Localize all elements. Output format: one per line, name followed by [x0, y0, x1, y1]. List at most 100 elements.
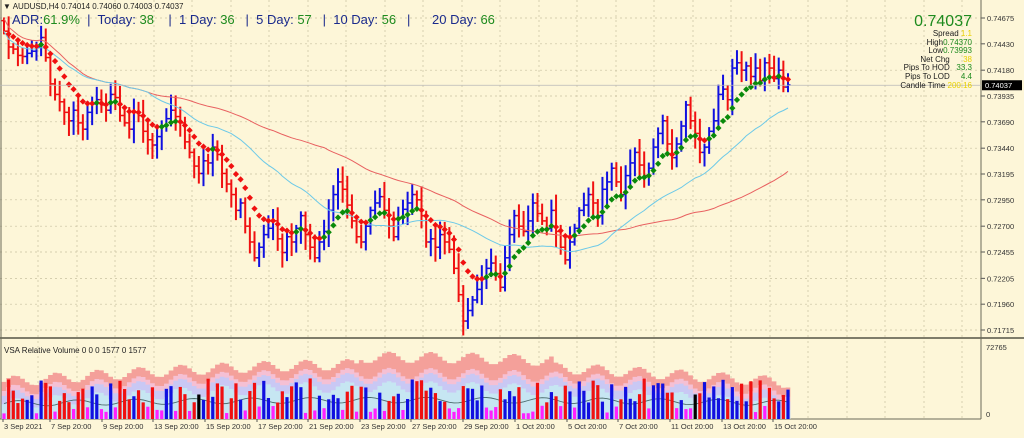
volume-bar	[591, 380, 595, 419]
ohlc-bar	[354, 215, 360, 244]
medium-moving-average	[3, 30, 789, 253]
ohlc-bar	[715, 84, 721, 128]
ohlc-bar	[205, 153, 211, 175]
volume-bar	[345, 391, 349, 419]
volume-bar	[698, 393, 702, 419]
time-axis-label: 1 Oct 20:00	[516, 422, 555, 431]
volume-bar	[308, 378, 312, 419]
volume-bar	[480, 385, 484, 419]
time-axis-label: 15 Oct 20:00	[774, 422, 817, 431]
volume-bar	[178, 386, 182, 419]
volume-bar	[104, 411, 108, 419]
ohlc-bar	[743, 61, 749, 81]
volume-bar	[322, 408, 326, 419]
volume-bar	[109, 383, 113, 419]
volume-bar	[661, 383, 665, 419]
volume-bar	[628, 398, 632, 419]
ohlc-bar	[432, 226, 438, 262]
ohlc-bar	[6, 16, 12, 60]
volume-bar	[331, 394, 335, 419]
volume-bar	[763, 405, 767, 419]
time-axis-label: 17 Sep 20:00	[258, 422, 303, 431]
volume-bar	[11, 390, 15, 419]
volume-bar	[554, 396, 558, 419]
ohlc-bar	[748, 57, 754, 88]
volume-bar	[744, 401, 748, 419]
volume-bar	[726, 399, 730, 419]
volume-bar	[39, 380, 43, 419]
ohlc-bar	[553, 194, 559, 248]
volume-indicator-title: VSA Relative Volume 0 0 0 1577 0 1577	[4, 346, 147, 355]
volume-bar	[758, 380, 762, 419]
ohlc-bar	[15, 38, 21, 67]
adr-value: 61.9%	[43, 12, 80, 27]
time-axis-label: 9 Sep 20:00	[103, 422, 143, 431]
volume-bar	[675, 408, 679, 419]
ohlc-bar	[511, 209, 517, 243]
volume-bar	[354, 411, 359, 419]
time-axis-label: 29 Sep 20:00	[464, 422, 509, 431]
today-label: Today:	[97, 12, 136, 27]
volume-bar	[526, 413, 530, 419]
ohlc-bar	[465, 298, 471, 329]
collapse-triangle-icon[interactable]: ▼	[3, 2, 11, 11]
ohlc-bar	[516, 204, 522, 238]
d20-value: 66	[480, 12, 495, 27]
volume-bar	[30, 395, 34, 419]
volume-bar	[540, 405, 544, 419]
ohlc-bar	[57, 80, 63, 112]
ohlc-bar	[261, 224, 267, 258]
volume-bar	[25, 399, 29, 419]
ohlc-bar	[279, 233, 285, 268]
volume-bar	[118, 380, 122, 419]
ohlc-bar	[534, 192, 540, 222]
candle-time-row: Candle Time 200:16	[900, 80, 972, 90]
ohlc-bar	[502, 245, 508, 292]
volume-bar	[619, 399, 623, 419]
volume-bar	[71, 408, 76, 419]
volume-bar	[313, 410, 317, 419]
volume-bar	[730, 387, 734, 419]
ohlc-bar	[335, 168, 341, 210]
ohlc-bar	[460, 285, 466, 336]
ohlc-bar	[599, 176, 605, 225]
volume-bar	[257, 406, 261, 419]
volume-bar	[484, 407, 489, 419]
price-info-panel: 0.74037 Spread 1.1 High0.74370 Low0.7399…	[900, 14, 972, 90]
ohlc-bar	[85, 101, 91, 140]
ohlc-bar	[247, 217, 253, 254]
ohlc-bar	[307, 223, 313, 260]
ohlc-bar	[66, 106, 72, 136]
volume-bar	[786, 389, 790, 419]
volume-bar	[16, 403, 20, 419]
volume-bar	[150, 387, 155, 419]
volume-bar	[419, 380, 424, 419]
volume-bar	[225, 413, 229, 419]
trend-dots-ma	[5, 30, 792, 282]
d10-label: 10 Day:	[333, 12, 379, 27]
volume-bar	[670, 392, 674, 419]
volume-bar	[596, 385, 600, 419]
ohlc-bar	[270, 209, 276, 241]
time-axis-label: 23 Sep 20:00	[361, 422, 406, 431]
volume-bar	[7, 379, 11, 419]
volume-bar	[633, 401, 637, 419]
ohlc-bar	[525, 205, 531, 245]
ohlc-bar	[604, 171, 610, 205]
ohlc-bar	[10, 43, 16, 55]
ohlc-bar	[595, 198, 601, 227]
ohlc-bar	[470, 295, 476, 317]
spread-row: Spread 1.1	[932, 29, 972, 38]
volume-bar	[382, 410, 387, 419]
ohlc-bar	[479, 265, 485, 305]
volume-bar	[475, 400, 479, 419]
volume-bar	[665, 392, 669, 419]
ohlc-bar	[567, 226, 573, 269]
volume-bar	[248, 391, 252, 419]
ohlc-bar	[562, 234, 568, 265]
volume-bar	[99, 409, 104, 419]
volume-bar	[169, 386, 173, 419]
ohlc-bar	[224, 168, 230, 193]
